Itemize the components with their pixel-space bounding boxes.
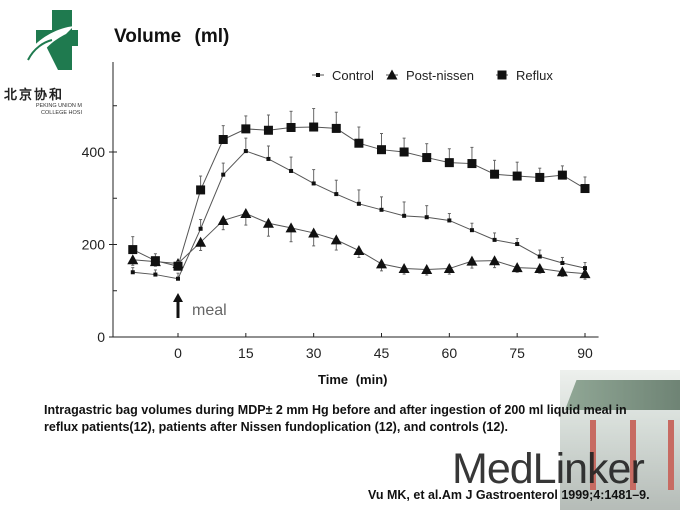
data-point-control (153, 272, 158, 277)
data-point-reflux (580, 184, 590, 194)
data-point-reflux (128, 245, 138, 255)
data-point-reflux (309, 122, 319, 132)
data-point-reflux (241, 124, 251, 134)
data-point-post-nissen (466, 255, 478, 266)
x-tick-label: 15 (238, 345, 254, 361)
data-point-reflux (467, 159, 477, 169)
data-point-post-nissen (443, 263, 455, 274)
series-reflux (128, 108, 590, 271)
data-point-control (311, 181, 316, 186)
data-point-post-nissen (240, 208, 252, 219)
data-point-post-nissen (511, 262, 523, 273)
legend-marker-post-nissen (386, 69, 398, 80)
data-point-reflux (331, 123, 341, 133)
data-point-control (424, 215, 429, 220)
data-point-post-nissen (127, 254, 139, 265)
data-point-reflux (444, 158, 454, 168)
x-tick-label: 90 (577, 345, 593, 361)
meal-arrow-head (173, 293, 183, 302)
legend-label-post-nissen: Post-nissen (406, 68, 474, 83)
data-point-reflux (286, 122, 296, 132)
data-point-post-nissen (353, 245, 365, 256)
data-point-post-nissen (421, 263, 433, 274)
data-point-control (402, 213, 407, 218)
y-tick-label: 0 (97, 329, 105, 345)
data-point-reflux (512, 171, 522, 181)
figure-caption: Intragastric bag volumes during MDP± 2 m… (44, 403, 627, 434)
data-point-post-nissen (534, 263, 546, 274)
data-point-reflux (173, 261, 183, 271)
data-point-reflux (218, 135, 228, 145)
chart-title: Volume (ml) (114, 26, 230, 47)
series-control (130, 137, 587, 281)
data-point-control (198, 226, 203, 231)
data-point-control (266, 156, 271, 161)
legend-marker-reflux (497, 70, 507, 80)
data-point-post-nissen (195, 236, 207, 247)
data-point-post-nissen (579, 268, 591, 279)
citation: Vu MK, et al.Am J Gastroenterol 1999;4:1… (368, 488, 650, 502)
data-point-post-nissen (330, 234, 342, 245)
data-point-reflux (377, 145, 386, 155)
data-point-post-nissen (308, 227, 320, 238)
data-point-post-nissen (489, 255, 501, 266)
temple-photo (560, 370, 680, 510)
data-point-reflux (263, 125, 273, 135)
data-point-post-nissen (556, 266, 568, 277)
legend-label-reflux: Reflux (516, 68, 553, 83)
data-point-post-nissen (285, 222, 297, 233)
data-point-post-nissen (217, 214, 229, 225)
meal-annotation: meal (192, 302, 227, 319)
data-point-control (289, 168, 294, 173)
data-point-control (469, 228, 474, 233)
logo-cross-bird-icon (27, 10, 78, 70)
data-point-control (356, 201, 361, 206)
data-point-control (515, 242, 520, 247)
data-point-post-nissen (262, 217, 274, 228)
x-tick-label: 0 (174, 345, 182, 361)
data-point-control (492, 237, 497, 242)
series-post-nissen (127, 208, 591, 280)
data-point-reflux (557, 170, 567, 180)
watermark: MedLinker (452, 445, 645, 493)
x-tick-label: 30 (306, 345, 322, 361)
data-point-reflux (422, 153, 432, 163)
data-point-control (583, 266, 587, 271)
y-tick-label: 200 (82, 237, 106, 253)
volume-chart: 0 200 400 0 15 30 45 60 75 90 meal Control Post-niss… (82, 62, 599, 361)
data-point-control (537, 254, 542, 259)
x-tick-label: 75 (509, 345, 525, 361)
data-point-reflux (535, 172, 545, 182)
hospital-logo: 北京协和 PEKING UNION M COLLEGE HOSI (0, 0, 82, 125)
data-point-reflux (196, 185, 206, 195)
data-point-control (221, 172, 226, 177)
data-point-reflux (354, 138, 364, 148)
data-point-control (379, 207, 384, 212)
data-point-reflux (399, 147, 409, 157)
x-axis-title: Time (min) (318, 372, 388, 387)
data-point-control (130, 270, 135, 275)
data-point-reflux (150, 256, 160, 266)
data-point-control (334, 192, 339, 197)
legend-marker-control (316, 73, 320, 77)
x-tick-label: 45 (374, 345, 390, 361)
legend-label-control: Control (332, 68, 374, 83)
data-point-control (447, 218, 452, 223)
data-point-reflux (490, 169, 500, 179)
data-point-control (176, 276, 180, 281)
y-tick-label: 400 (82, 144, 106, 160)
data-point-control (560, 261, 565, 265)
data-point-post-nissen (376, 258, 387, 269)
x-tick-label: 60 (442, 345, 458, 361)
logo-chinese-text: 北京协和 (4, 88, 65, 103)
data-point-post-nissen (398, 263, 410, 274)
logo-english-text: PEKING UNION M COLLEGE HOSI (35, 103, 82, 116)
data-point-control (243, 149, 248, 154)
